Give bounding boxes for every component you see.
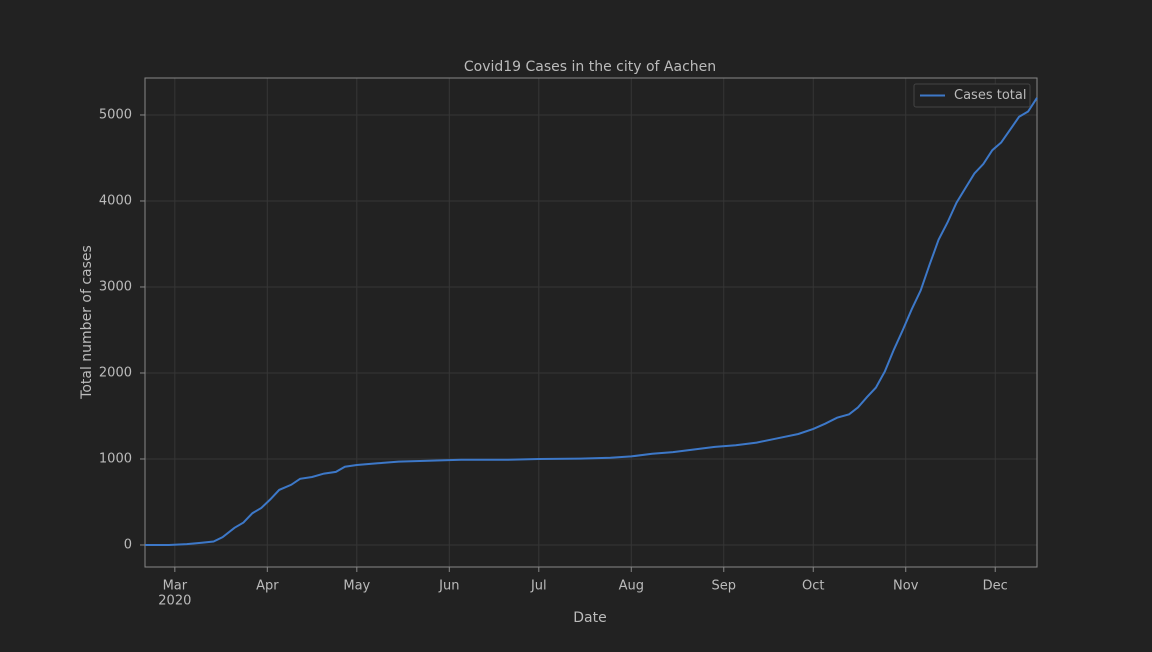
chart-title: Covid19 Cases in the city of Aachen <box>464 59 716 75</box>
y-tick-label: 2000 <box>99 365 132 380</box>
x-tick-label: Jul <box>530 579 547 594</box>
x-tick-label: Nov <box>893 579 919 594</box>
y-tick-label: 0 <box>124 537 132 552</box>
plot-frame <box>144 77 1038 568</box>
x-tick-label: Apr <box>256 579 279 594</box>
y-tick-label: 5000 <box>99 107 132 122</box>
x-tick-label: Dec <box>983 579 1008 594</box>
y-axis-label: Total number of cases <box>79 245 95 400</box>
y-tick-label: 1000 <box>99 451 132 466</box>
x-tick-label: Mar <box>163 579 188 594</box>
x-tick-label: Aug <box>619 579 644 594</box>
y-tick-label: 4000 <box>99 193 132 208</box>
x-tick-label: Sep <box>711 579 736 594</box>
x-tick-year: 2020 <box>158 594 191 609</box>
legend-box <box>913 83 1031 108</box>
x-tick-label: May <box>343 579 370 594</box>
y-tick-label: 3000 <box>99 279 132 294</box>
legend-label: Cases total <box>954 88 1026 103</box>
x-tick-label: Jun <box>438 579 459 594</box>
x-axis-label: Date <box>573 610 606 626</box>
line <box>145 97 1038 546</box>
x-tick-label: Oct <box>802 579 824 594</box>
